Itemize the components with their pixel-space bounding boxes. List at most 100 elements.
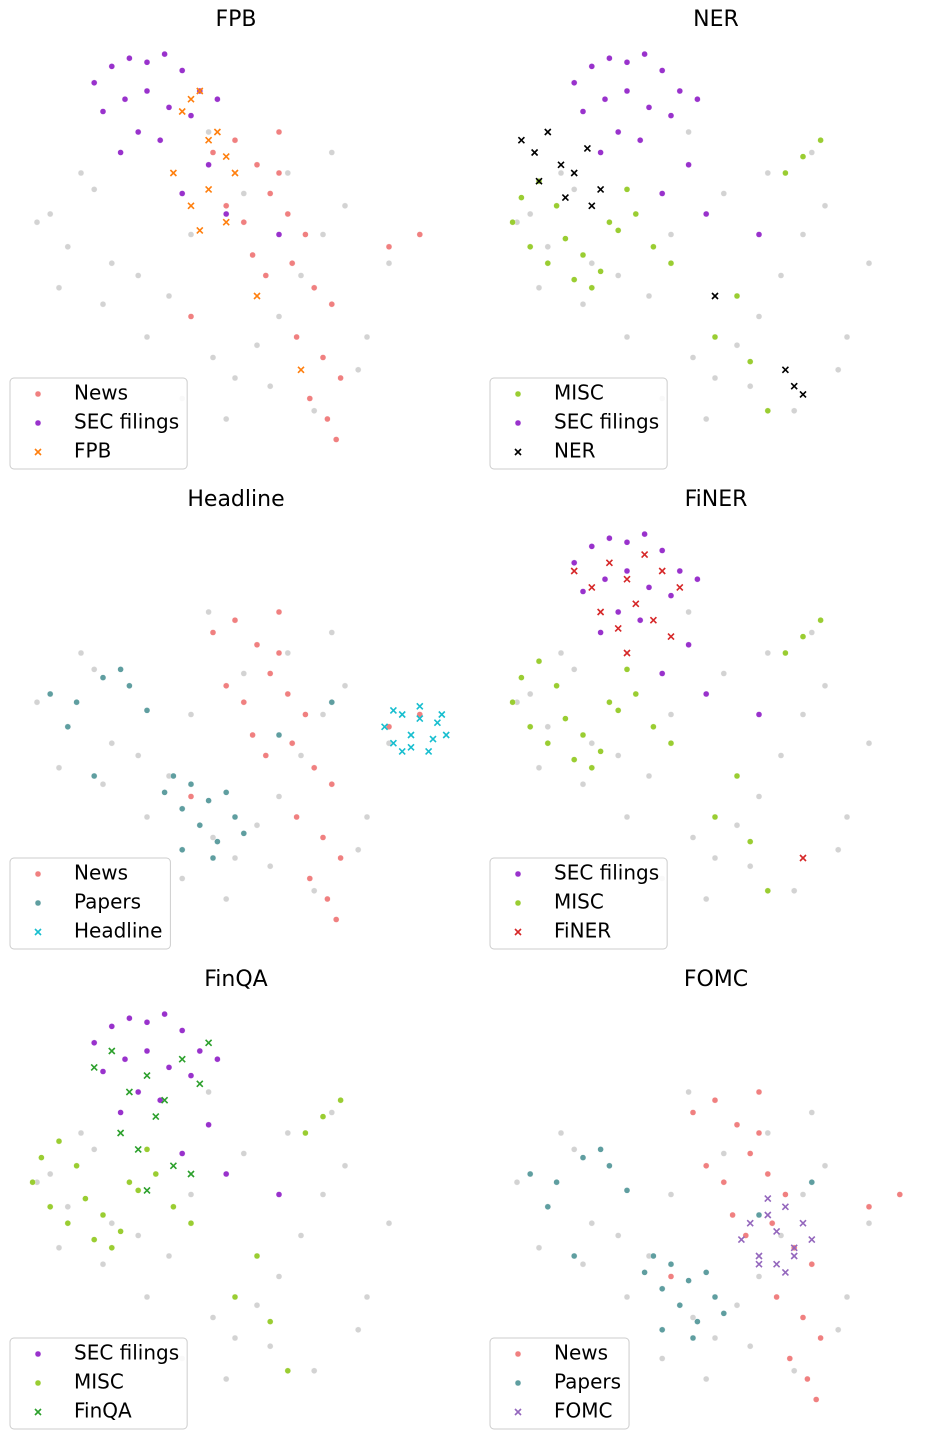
point [90,186,98,193]
point [799,1219,807,1227]
point [571,559,578,566]
point [284,1129,291,1137]
point [311,407,318,414]
point [324,415,331,423]
point [126,682,133,689]
legend-label: FOMC [554,1399,612,1423]
point [562,235,569,242]
point [755,1088,763,1096]
point [253,342,261,349]
point [55,764,63,771]
point [689,1334,697,1342]
point [333,436,340,443]
legend-label: FinQA [74,1399,132,1423]
point [641,1269,648,1276]
point [90,1039,98,1047]
point [240,1150,248,1157]
point [231,169,239,177]
point [311,1367,318,1375]
point [659,190,666,197]
point [55,284,63,291]
point [527,723,534,730]
point [579,781,587,788]
legend-marker [514,448,522,456]
point [509,218,516,226]
point [165,1064,173,1071]
point [755,231,763,238]
point [222,1170,230,1178]
legend-marker [514,899,522,907]
point [694,576,701,583]
point [205,608,212,616]
legend-label: FiNER [554,919,611,943]
point [205,1039,213,1047]
point [557,1129,565,1137]
point [535,658,543,665]
point [755,1273,763,1280]
point [165,292,173,300]
point [733,342,741,349]
point [790,382,798,390]
point [720,670,727,677]
point [689,834,697,841]
point [429,735,437,743]
point [165,1252,173,1260]
point [781,366,789,374]
point [249,731,256,739]
point [685,161,692,169]
point [544,1203,551,1211]
point [161,1010,168,1018]
panel-title: Headline [187,487,284,512]
point [597,185,605,193]
point [108,1023,116,1030]
point [703,690,710,698]
point [527,210,534,218]
point [99,1211,107,1219]
point [835,846,842,853]
point [134,272,142,279]
point [289,260,296,267]
point [808,1178,815,1186]
point [187,1170,195,1178]
point [764,887,771,894]
point [333,916,340,923]
point [311,764,318,771]
point [615,752,622,759]
point [579,1154,587,1161]
point [187,202,195,210]
point [64,243,72,251]
point [55,1244,63,1252]
point [641,551,649,559]
point [694,95,701,103]
point [77,169,85,177]
point [755,1129,763,1137]
point [711,854,719,862]
point [205,128,212,136]
point [813,1396,820,1403]
point [161,50,168,58]
point [799,1314,807,1321]
point [134,752,142,759]
legend-marker [514,1350,522,1358]
point [579,588,587,595]
point [711,374,719,382]
point [275,731,283,739]
point [544,243,551,251]
legend-label: SEC filings [74,410,179,434]
point [222,682,230,689]
legend-label: MISC [74,1370,124,1394]
point [231,1293,239,1301]
point [579,251,587,259]
point [385,1219,393,1227]
point [553,682,560,689]
point [262,752,269,759]
point [442,731,450,739]
point [667,711,675,718]
point [764,1170,771,1178]
point [275,313,283,320]
point [676,1301,683,1309]
point [389,706,397,714]
point [306,395,313,402]
point [425,747,433,755]
legend: MISC SEC filings NER [489,377,668,470]
